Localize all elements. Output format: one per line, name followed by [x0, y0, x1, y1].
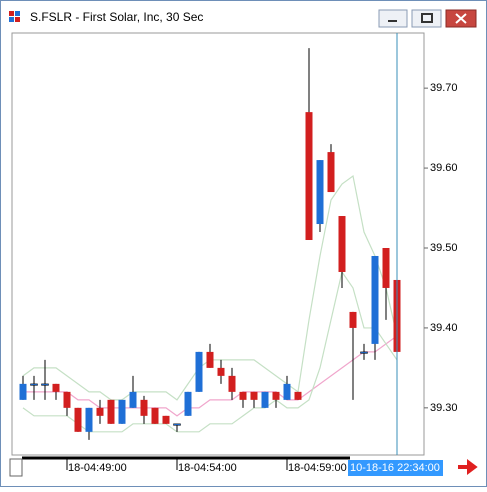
- x-tick-label: 18-04:54:00: [178, 462, 237, 474]
- candle-body: [338, 216, 346, 272]
- overlay-line: [23, 335, 398, 417]
- overlay-line: [22, 270, 398, 433]
- candle-body: [140, 399, 148, 416]
- candle-body: [184, 391, 192, 416]
- marks: [19, 48, 401, 440]
- cursor-label-bg: [348, 460, 443, 476]
- maximize-button[interactable]: [411, 9, 442, 28]
- candle-body: [85, 407, 93, 432]
- candle-body: [283, 383, 291, 400]
- plot-area: [11, 32, 425, 456]
- cursor-label: 10-18-16 22:34:00: [350, 462, 440, 474]
- candle-body: [261, 391, 269, 408]
- candle-body: [327, 152, 335, 193]
- candle-body: [305, 112, 313, 241]
- candle-body: [63, 391, 71, 408]
- candle-body: [371, 255, 379, 344]
- candle-body: [228, 375, 236, 392]
- candle-body: [250, 391, 258, 400]
- close-button[interactable]: [445, 9, 477, 28]
- candle-body: [19, 383, 27, 400]
- candle-body: [30, 383, 38, 386]
- candle-body: [239, 391, 247, 400]
- candle-body: [316, 160, 324, 225]
- candle-body: [173, 423, 181, 426]
- candle-body: [217, 367, 225, 376]
- candle-body: [272, 391, 280, 400]
- minimize-button[interactable]: [378, 9, 408, 28]
- candle-body: [349, 311, 357, 328]
- y-tick-label: 39.40: [430, 322, 458, 334]
- y-tick-label: 39.60: [430, 162, 458, 174]
- y-tick-label: 39.70: [430, 82, 458, 94]
- candle-body: [129, 391, 137, 408]
- y-tick-label: 39.50: [430, 242, 458, 254]
- candle-body: [195, 351, 203, 392]
- candle-body: [382, 247, 390, 288]
- candle-body: [96, 407, 104, 416]
- candle-body: [294, 391, 302, 400]
- candle-body: [151, 407, 159, 424]
- candle-body: [41, 383, 49, 386]
- candle-body: [107, 399, 115, 424]
- app-icon: [9, 11, 20, 22]
- scroll-right-arrow[interactable]: [458, 459, 478, 475]
- scroll-box[interactable]: [9, 458, 23, 477]
- candle-body: [52, 383, 60, 392]
- candle-body: [206, 351, 214, 368]
- window-title: S.FSLR - First Solar, Inc, 30 Sec: [30, 10, 203, 24]
- candle-body: [162, 415, 170, 424]
- candle-body: [74, 407, 82, 432]
- x-tick-label: 18-04:59:00: [288, 462, 347, 474]
- candle-body: [118, 399, 126, 424]
- y-tick-label: 39.30: [430, 402, 458, 414]
- x-tick-label: 18-04:49:00: [68, 462, 127, 474]
- candle-body: [360, 351, 368, 354]
